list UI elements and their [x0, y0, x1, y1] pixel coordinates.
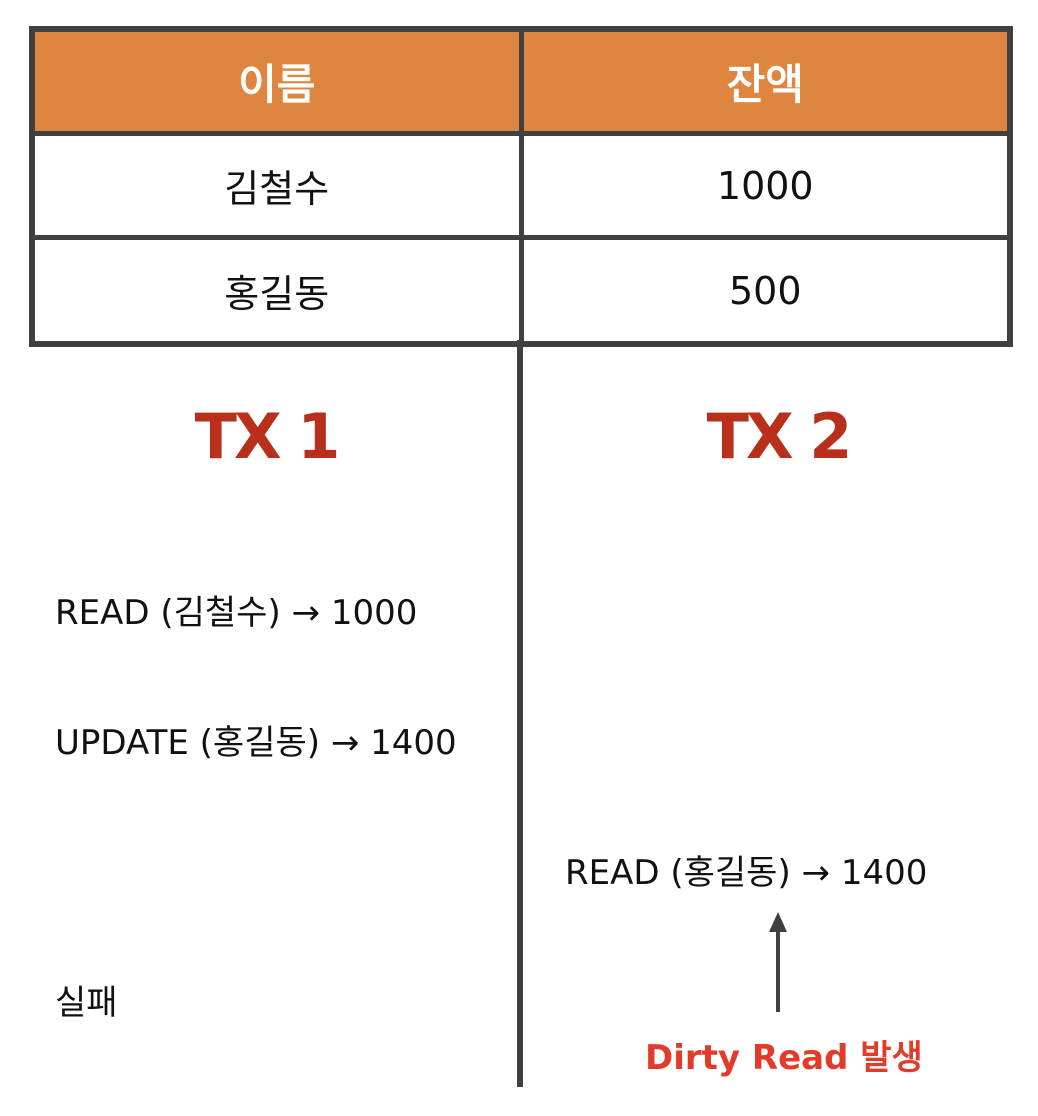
table-cell-name: 김철수 [35, 136, 519, 235]
table-cell-name: 홍길동 [35, 240, 519, 341]
dirty-read-annotation: Dirty Read 발생 [645, 1038, 923, 1078]
tx2-step-read: READ (홍길동) → 1400 [565, 853, 928, 893]
table-header-balance: 잔액 [523, 32, 1007, 131]
up-arrow-icon [769, 912, 787, 1012]
table-cell-balance: 1000 [523, 136, 1007, 235]
tx2-title: TX 2 [706, 400, 853, 473]
tx1-step-update: UPDATE (홍길동) → 1400 [55, 723, 457, 763]
transaction-divider [517, 340, 523, 1087]
table-cell-balance: 500 [523, 240, 1007, 341]
table-header-name: 이름 [35, 32, 519, 131]
tx1-step-fail: 실패 [55, 983, 118, 1023]
tx1-step-read: READ (김철수) → 1000 [55, 593, 418, 633]
tx1-title: TX 1 [194, 400, 341, 473]
balance-table: 이름 잔액 김철수 1000 홍길동 500 [29, 26, 1013, 347]
